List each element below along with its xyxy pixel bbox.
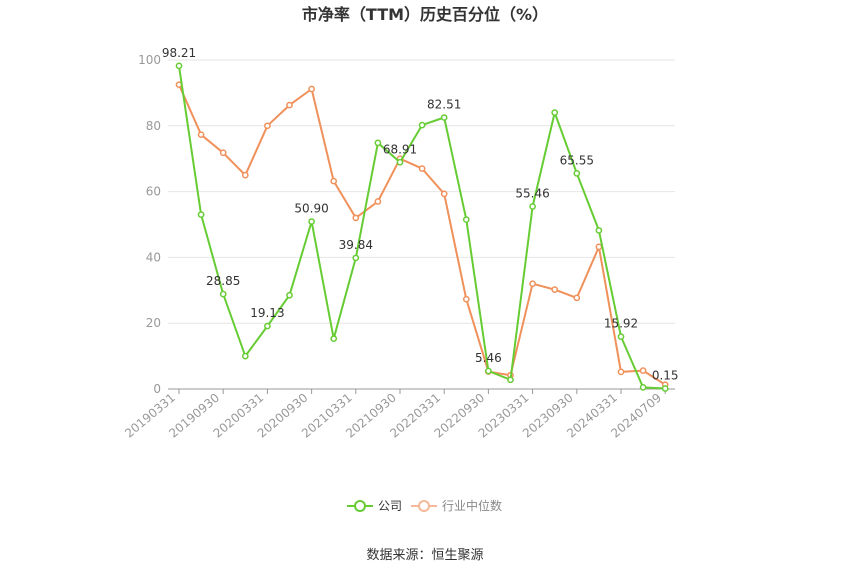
data-point[interactable] (440, 114, 448, 121)
data-point[interactable] (573, 294, 581, 302)
data-point[interactable] (374, 198, 382, 205)
data-point[interactable] (264, 122, 271, 130)
data-point[interactable] (529, 203, 536, 210)
legend-label: 公司 (378, 499, 402, 513)
y-axis: 0 20 40 60 80 100 (138, 53, 161, 396)
data-point[interactable] (462, 295, 470, 303)
data-point[interactable] (308, 218, 315, 225)
data-point[interactable] (661, 385, 669, 392)
data-labels: 98.21 28.85 19.13 50.90 39.84 68.91 82.51 5.46 5… (162, 46, 679, 383)
series-line (178, 84, 666, 386)
series-layer (175, 62, 669, 392)
data-label: 50.90 (294, 202, 328, 216)
data-point[interactable] (197, 211, 205, 218)
legend-item[interactable]: 行业中位数 (411, 498, 502, 513)
data-label: 5.46 (475, 351, 502, 365)
data-point[interactable] (241, 352, 249, 360)
data-point[interactable] (617, 368, 625, 376)
data-label: 19.13 (250, 306, 284, 320)
legend-label: 行业中位数 (442, 498, 502, 513)
y-tick-label: 0 (153, 382, 161, 396)
x-axis: 2019033120190930202003312020093020210331… (122, 388, 675, 441)
data-label: 39.84 (339, 238, 373, 252)
data-point[interactable] (639, 367, 647, 374)
data-label: 65.55 (560, 153, 594, 167)
chart-title: 市净率（TTM）历史百分位（%） (302, 5, 548, 24)
series-line (178, 65, 666, 390)
data-label: 15.92 (604, 317, 638, 331)
data-label: 68.91 (383, 142, 417, 156)
data-point[interactable] (241, 171, 249, 179)
data-point[interactable] (352, 214, 360, 222)
data-point[interactable] (197, 131, 205, 139)
grid (168, 59, 675, 324)
data-point[interactable] (529, 280, 536, 288)
data-point[interactable] (595, 243, 603, 251)
y-tick-label: 100 (138, 53, 161, 67)
data-point[interactable] (175, 62, 183, 70)
data-label: 28.85 (206, 274, 240, 288)
data-point[interactable] (219, 149, 227, 157)
data-point[interactable] (308, 85, 315, 93)
data-point[interactable] (639, 384, 647, 391)
y-tick-label: 40 (146, 250, 161, 264)
legend-swatch-marker (418, 500, 430, 512)
data-point[interactable] (507, 376, 514, 384)
data-point[interactable] (462, 216, 470, 223)
data-point[interactable] (264, 322, 271, 330)
y-tick-label: 80 (146, 119, 161, 133)
y-tick-label: 20 (146, 316, 161, 330)
data-point[interactable] (374, 139, 382, 147)
data-point[interactable] (396, 158, 404, 166)
data-label: 98.21 (162, 46, 196, 60)
data-point[interactable] (418, 121, 426, 129)
data-label: 82.51 (427, 98, 461, 112)
data-point[interactable] (352, 254, 360, 262)
y-tick-label: 60 (146, 185, 161, 199)
data-point[interactable] (418, 165, 426, 172)
data-point[interactable] (551, 109, 559, 116)
data-point[interactable] (617, 333, 625, 340)
data-point[interactable] (330, 177, 338, 185)
data-point[interactable] (595, 227, 603, 234)
data-point[interactable] (286, 101, 293, 109)
data-point[interactable] (485, 367, 492, 375)
data-point[interactable] (330, 335, 338, 343)
data-label: 55.46 (515, 187, 549, 201)
data-label: 0.15 (652, 369, 679, 383)
data-point[interactable] (573, 169, 581, 177)
data-point[interactable] (286, 291, 293, 299)
data-point[interactable] (440, 190, 448, 198)
legend-swatch-marker (354, 500, 366, 512)
data-point[interactable] (219, 290, 227, 298)
legend-item[interactable]: 公司 (347, 499, 402, 513)
legend[interactable]: 公司 行业中位数 (347, 498, 502, 513)
source-note: 数据来源：恒生聚源 (366, 548, 483, 563)
data-point[interactable] (551, 286, 559, 293)
